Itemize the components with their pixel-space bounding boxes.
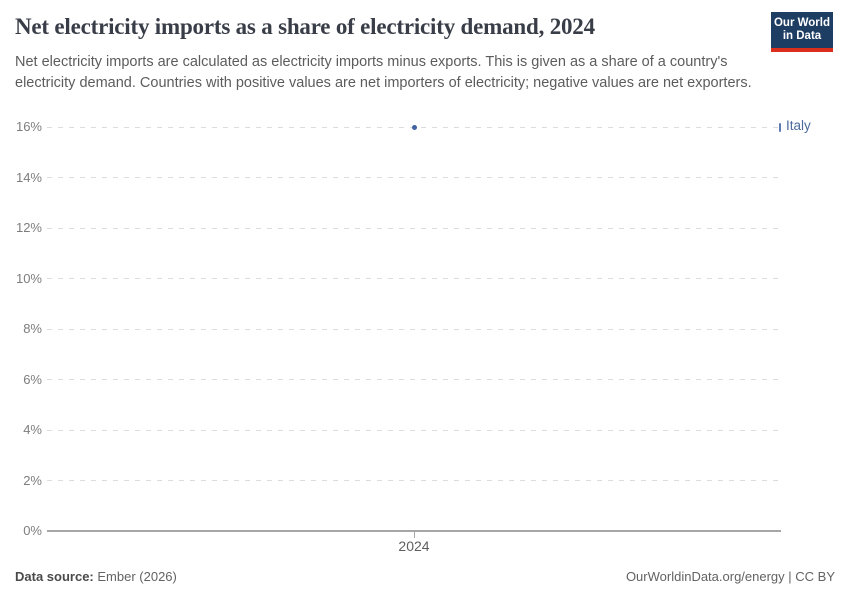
x-axis-baseline <box>47 530 781 532</box>
gridline <box>47 328 781 330</box>
x-axis-label: 2024 <box>398 538 430 554</box>
owid-logo: Our World in Data <box>771 12 833 52</box>
data-point[interactable] <box>411 124 417 130</box>
owid-logo-line2: in Data <box>782 30 822 42</box>
gridline <box>47 429 781 431</box>
chart-subtitle: Net electricity imports are calculated a… <box>15 54 752 91</box>
license-credit[interactable]: OurWorldinData.org/energy | CC BY <box>625 569 835 584</box>
data-source-label: Data source: <box>15 569 94 584</box>
y-axis-label: 10% <box>15 270 42 286</box>
data-source: Data source: Ember (2026) <box>15 569 177 584</box>
gridline <box>47 379 781 380</box>
x-axis-tick <box>413 532 415 538</box>
gridline <box>47 227 781 229</box>
gridline <box>47 177 781 178</box>
gridline <box>47 278 781 279</box>
gridline <box>47 480 781 481</box>
y-axis-label: 8% <box>23 321 42 336</box>
series-end-marker <box>779 122 781 132</box>
y-axis-label: 16% <box>15 119 42 134</box>
y-axis-label: 6% <box>23 371 42 387</box>
y-axis-label: 12% <box>15 220 42 235</box>
y-axis-label: 14% <box>15 169 42 185</box>
owid-logo-line1: Our World <box>773 17 830 29</box>
y-axis-label: 4% <box>23 422 42 437</box>
y-axis-label: 0% <box>23 523 42 538</box>
data-source-value: Ember (2026) <box>97 569 177 584</box>
y-axis-label: 2% <box>23 472 42 488</box>
page-title: Net electricity imports as a share of el… <box>15 14 595 39</box>
entity-label[interactable]: Italy <box>786 118 811 133</box>
